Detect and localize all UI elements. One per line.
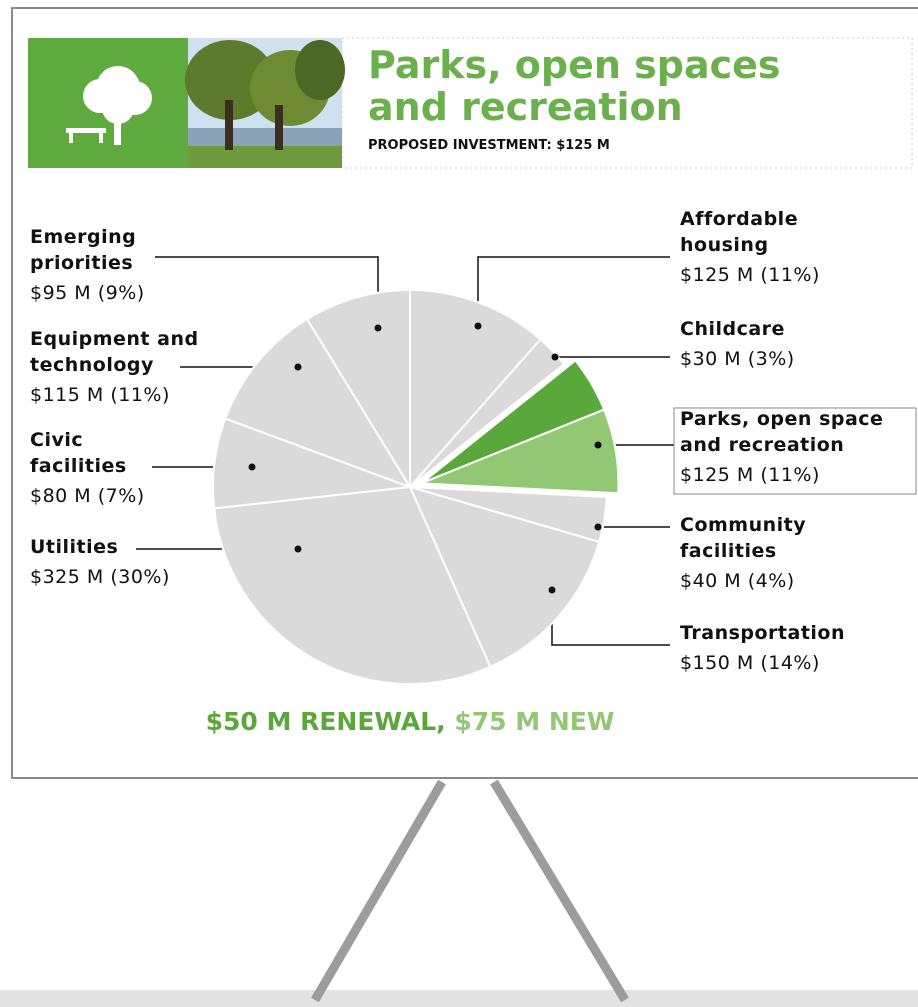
pie-slice: [409, 288, 542, 490]
slice-label: Parks, open space and recreation $125 M (…: [680, 406, 918, 488]
pie-slice: [408, 485, 601, 669]
slice-value: $115 M (11%): [30, 384, 170, 406]
subtitle: PROPOSED INVESTMENT: $125 M: [368, 138, 610, 153]
leader-dot: [248, 463, 256, 471]
slice-value: $325 M (30%): [30, 566, 170, 588]
pie-slice: [409, 337, 566, 488]
slice-value: $125 M (11%): [680, 464, 820, 486]
slice-label: Equipment and technology $115 M (11%): [30, 326, 230, 408]
split-caption: $50 M RENEWAL, $75 M NEW: [0, 707, 820, 736]
easel-leg: [490, 779, 629, 1003]
slice-label: Affordable housing $125 M (11%): [680, 206, 880, 288]
renewal-label: $50 M RENEWAL,: [205, 707, 446, 736]
slice-value: $30 M (3%): [680, 348, 795, 370]
photo: [185, 38, 345, 168]
new-label: $75 M NEW: [454, 707, 615, 736]
pie-slice: [213, 485, 492, 685]
leader-dot: [548, 586, 556, 594]
highlight-box: [673, 407, 917, 495]
leader-dot: [294, 363, 302, 371]
tree-icon: [66, 66, 152, 145]
leader-dot: [374, 324, 382, 332]
slice-value: $80 M (7%): [30, 485, 145, 507]
slice-value: $95 M (9%): [30, 282, 145, 304]
slice-label: Transportation $150 M (14%): [680, 620, 900, 676]
slice-value: $150 M (14%): [680, 652, 820, 674]
slice-label: Childcare $30 M (3%): [680, 316, 880, 372]
slice-value: $125 M (11%): [680, 264, 820, 286]
easel-leg: [311, 779, 446, 1003]
leader-dot: [474, 322, 482, 330]
pie-sub-slice: [421, 408, 620, 495]
title: Parks, open spaces and recreation: [368, 43, 781, 129]
slice-label: Civic facilities $80 M (7%): [30, 427, 170, 509]
slice-label: Utilities $325 M (30%): [30, 536, 170, 588]
slice-label: Community facilities $40 M (4%): [680, 512, 880, 594]
pie-slice: [305, 288, 411, 491]
leader-dot: [551, 353, 559, 361]
floor: [0, 990, 918, 1007]
leader-dot: [594, 523, 602, 531]
pie-slice: [223, 317, 413, 489]
slice-label: Emerging priorities $95 M (9%): [30, 224, 170, 306]
leader-dot: [594, 441, 602, 449]
leader-dot: [294, 545, 302, 553]
slice-value: $40 M (4%): [680, 570, 795, 592]
